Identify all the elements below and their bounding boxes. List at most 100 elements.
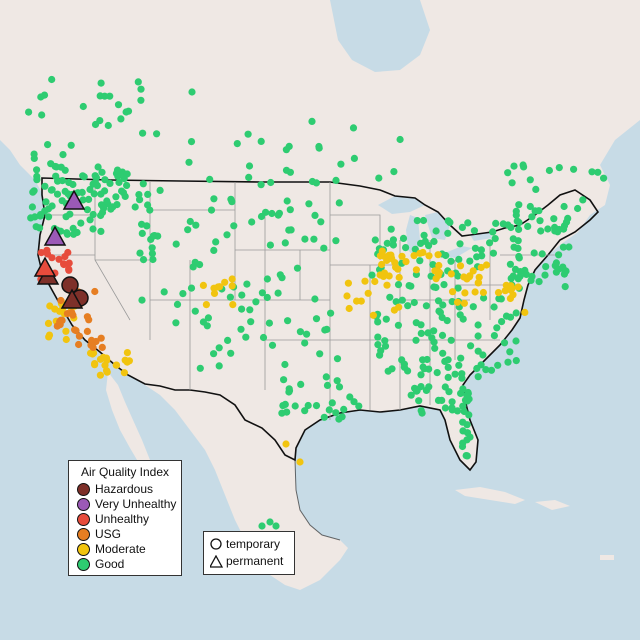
- station-marker-large: [62, 189, 86, 210]
- station-marker: [121, 192, 129, 200]
- station-marker: [436, 308, 444, 316]
- station-marker: [398, 252, 406, 260]
- station-marker: [561, 283, 569, 291]
- station-marker: [83, 313, 91, 321]
- station-marker: [382, 315, 390, 323]
- station-marker: [456, 240, 464, 248]
- station-marker: [245, 173, 253, 181]
- station-marker: [435, 261, 443, 270]
- station-marker: [320, 244, 328, 252]
- station-marker: [29, 188, 37, 196]
- station-marker: [48, 75, 56, 84]
- station-marker: [335, 415, 343, 423]
- station-marker: [487, 366, 496, 374]
- station-marker: [233, 140, 241, 148]
- station-marker: [25, 108, 33, 116]
- station-marker: [588, 168, 596, 176]
- legend-label-good: Good: [95, 557, 125, 571]
- station-marker: [79, 196, 87, 204]
- station-marker: [262, 208, 270, 216]
- station-marker: [42, 198, 50, 206]
- station-marker: [394, 281, 403, 289]
- station-marker: [80, 173, 88, 181]
- station-marker: [99, 353, 107, 361]
- station-marker: [310, 235, 318, 243]
- station-marker: [434, 251, 442, 259]
- unhealthy-swatch: [77, 513, 90, 526]
- station-marker: [272, 522, 280, 530]
- station-marker: [257, 137, 265, 145]
- station-marker: [444, 373, 452, 381]
- station-marker: [245, 162, 254, 170]
- station-marker: [323, 325, 331, 333]
- station-marker: [350, 154, 358, 162]
- station-marker: [474, 373, 482, 381]
- station-marker: [91, 361, 99, 369]
- station-marker: [212, 238, 220, 246]
- station-marker: [425, 252, 433, 260]
- station-marker: [335, 383, 344, 391]
- station-marker: [353, 297, 361, 305]
- station-marker: [305, 200, 313, 208]
- station-marker: [215, 362, 223, 370]
- station-marker: [552, 259, 561, 267]
- legend-label-hazardous: Hazardous: [95, 482, 154, 496]
- station-marker: [89, 225, 97, 233]
- puerto-rico: [600, 555, 614, 560]
- station-marker: [405, 282, 413, 290]
- very-unhealthy-swatch: [77, 498, 90, 511]
- station-marker: [491, 235, 499, 243]
- station-marker: [521, 308, 529, 316]
- station-marker: [560, 202, 568, 211]
- moderate-swatch: [77, 543, 90, 556]
- station-marker: [332, 237, 340, 245]
- station-marker: [388, 365, 396, 373]
- hudson-bay: [330, 0, 430, 72]
- station-marker: [98, 343, 106, 351]
- station-marker: [44, 319, 53, 327]
- station-marker: [383, 239, 391, 247]
- station-marker: [464, 219, 472, 227]
- station-marker: [413, 217, 421, 225]
- station-marker: [75, 340, 83, 349]
- station-marker: [512, 309, 520, 317]
- station-marker: [103, 197, 111, 205]
- station-marker: [387, 251, 395, 259]
- station-marker: [278, 274, 286, 282]
- station-marker: [343, 292, 351, 300]
- station-marker: [430, 237, 438, 246]
- station-marker: [69, 311, 77, 319]
- station-marker: [494, 289, 503, 297]
- station-marker: [404, 367, 412, 375]
- station-marker: [387, 225, 395, 233]
- station-marker: [447, 270, 455, 278]
- station-marker: [479, 288, 487, 297]
- station-marker: [238, 305, 246, 313]
- station-marker: [65, 259, 73, 267]
- station-marker: [415, 397, 423, 405]
- station-marker: [432, 227, 440, 235]
- station-marker: [444, 363, 452, 371]
- station-marker: [172, 319, 180, 327]
- station-marker: [389, 236, 397, 244]
- station-marker: [424, 329, 432, 337]
- station-marker: [470, 227, 478, 235]
- station-marker: [416, 257, 424, 265]
- station-marker: [257, 181, 265, 189]
- station-marker: [207, 206, 216, 214]
- station-marker: [48, 254, 56, 262]
- station-marker: [123, 349, 131, 357]
- station-marker: [65, 266, 73, 274]
- station-marker: [454, 284, 462, 292]
- station-marker: [258, 289, 266, 297]
- station-marker: [97, 211, 105, 220]
- station-marker: [311, 295, 319, 303]
- station-marker: [453, 298, 462, 306]
- station-marker: [479, 351, 487, 359]
- station-marker: [412, 266, 420, 274]
- station-marker: [149, 255, 157, 264]
- station-marker: [600, 174, 608, 182]
- station-marker: [512, 357, 520, 365]
- station-marker: [386, 293, 394, 301]
- station-marker: [340, 405, 348, 413]
